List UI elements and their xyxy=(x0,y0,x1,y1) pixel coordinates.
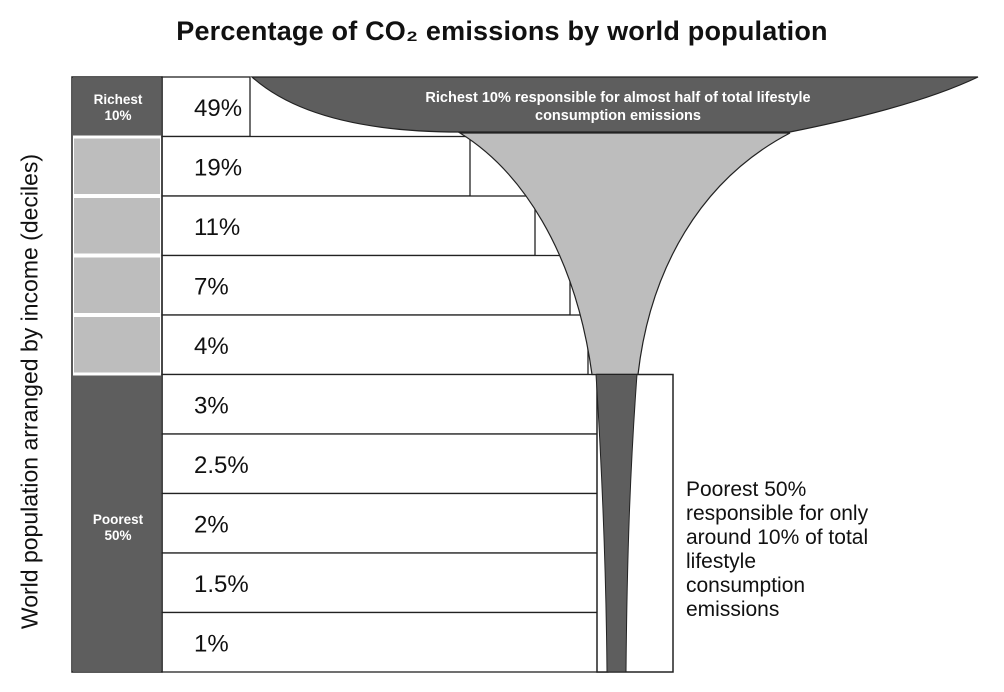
funnel-dark-top xyxy=(250,76,979,133)
decile-row xyxy=(161,552,609,614)
poorest-label-line1: Poorest xyxy=(93,512,144,527)
decile-swatch-dark xyxy=(73,78,161,136)
group-labels: Richest 10% Poorest 50% xyxy=(93,92,144,543)
decile-row xyxy=(161,135,471,197)
decile-row xyxy=(161,254,571,316)
richest-label-line2: 10% xyxy=(104,108,131,123)
decile-value-label: 7% xyxy=(194,273,229,300)
decile-value-label: 2.5% xyxy=(194,452,249,479)
decile-value-label: 4% xyxy=(194,333,229,360)
decile-strip-frame xyxy=(71,76,163,673)
decile-swatch-light xyxy=(74,138,160,194)
decile-value-label: 1.5% xyxy=(194,571,249,598)
decile-row xyxy=(161,492,608,554)
decile-swatch-light xyxy=(74,257,160,313)
decile-row xyxy=(161,373,601,435)
decile-value-label: 3% xyxy=(194,392,229,419)
poorest-annotation: Poorest 50% responsible for only around … xyxy=(686,478,869,621)
poorest-label-line2: 50% xyxy=(104,528,131,543)
decile-row xyxy=(161,611,609,673)
chart-title: Percentage of CO₂ emissions by world pop… xyxy=(176,16,828,46)
decile-swatch-light xyxy=(74,317,160,373)
richest-label-line1: Richest xyxy=(94,92,143,107)
decile-value-label: 1% xyxy=(194,630,229,657)
decile-value-label: 2% xyxy=(194,511,229,538)
decile-value-label: 11% xyxy=(194,214,240,241)
decile-swatch-dark xyxy=(73,375,161,671)
richest-annotation-line2: consumption emissions xyxy=(535,108,701,124)
decile-value-label: 19% xyxy=(194,154,242,181)
decile-swatch-light xyxy=(74,198,160,254)
funnel-dark-stem xyxy=(595,374,638,673)
decile-row xyxy=(161,314,589,376)
decile-row xyxy=(161,76,251,138)
decile-rows: 49% 19% 11% 7% 4% 3% 2.5% 2% 1.5% 1% xyxy=(71,76,609,673)
richest-annotation-line1: Richest 10% responsible for almost half … xyxy=(425,90,810,106)
decile-value-label: 49% xyxy=(194,95,242,122)
